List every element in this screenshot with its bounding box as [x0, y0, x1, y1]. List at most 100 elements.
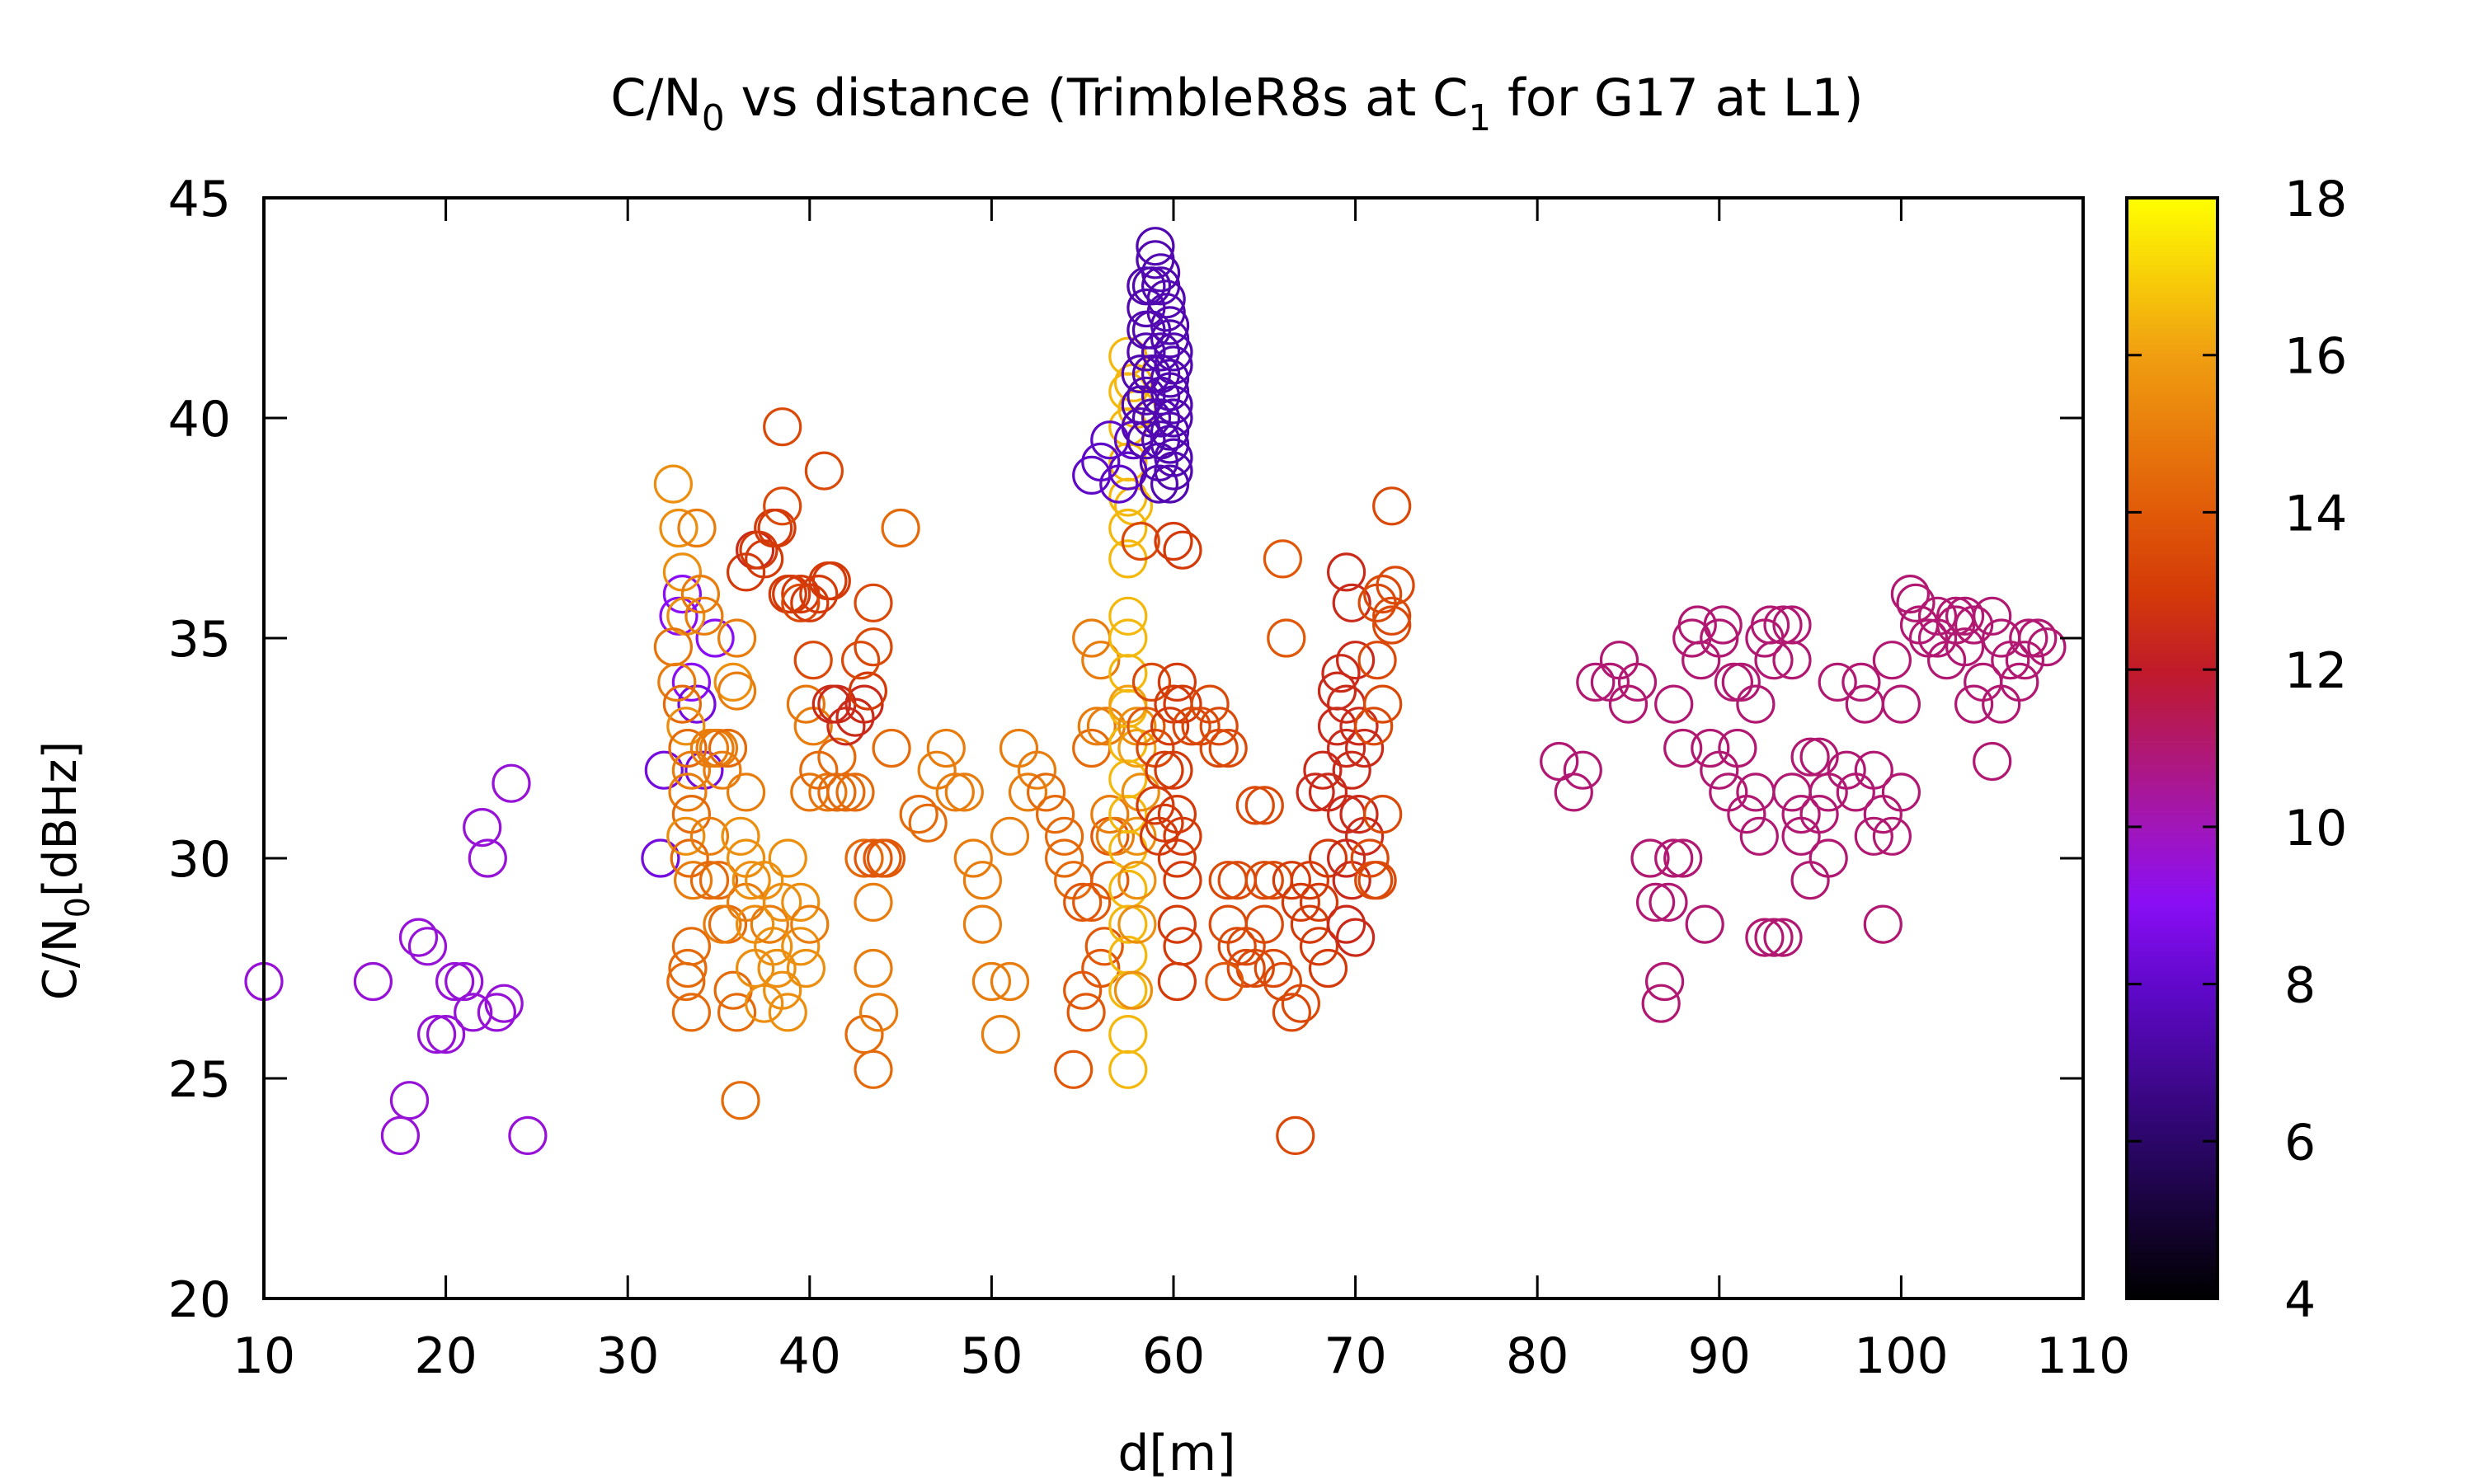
data-point: [416, 1014, 457, 1054]
data-point: [1163, 530, 1202, 570]
data-point: [673, 861, 713, 900]
data-point: [1357, 861, 1397, 900]
data-point: [1363, 574, 1403, 614]
data-point: [1654, 838, 1694, 878]
data-point: [872, 728, 911, 768]
data-point: [1954, 684, 1994, 724]
data-point: [1973, 596, 2012, 636]
data-point: [1253, 948, 1293, 989]
data-point: [854, 948, 893, 989]
data-point: [1208, 904, 1248, 944]
data-point: [1691, 728, 1730, 768]
data-point: [1872, 641, 1912, 680]
data-point: [1608, 684, 1649, 724]
data-point: [1117, 861, 1157, 900]
data-point: [1141, 332, 1181, 372]
data-point: [717, 618, 757, 658]
x-tick-label: 30: [596, 1327, 659, 1385]
data-point: [1281, 984, 1321, 1023]
data-point: [1308, 838, 1348, 878]
data-point: [793, 641, 833, 680]
data-point: [1721, 662, 1761, 702]
data-point: [1141, 253, 1181, 293]
data-point: [666, 816, 706, 856]
data-point: [398, 918, 439, 957]
data-point: [1344, 816, 1385, 856]
data-point: [1163, 927, 1202, 966]
data-point: [1630, 838, 1670, 878]
data-point: [1163, 816, 1202, 856]
data-point: [1357, 641, 1397, 680]
x-tick-label: 100: [1854, 1327, 1949, 1385]
data-point: [1126, 376, 1166, 416]
data-point: [653, 464, 694, 504]
data-point: [1126, 310, 1166, 350]
data-point: [1954, 605, 1994, 645]
data-point: [854, 583, 893, 622]
y-tick-label: 40: [168, 391, 231, 448]
data-point: [881, 508, 920, 548]
data-point: [835, 773, 875, 812]
data-point: [768, 993, 807, 1032]
data-point: [689, 816, 730, 856]
data-point: [1845, 684, 1884, 724]
data-point: [1136, 227, 1175, 266]
data-point: [1126, 332, 1166, 372]
data-point: [1199, 707, 1239, 746]
data-point: [1863, 794, 1903, 834]
data-point: [1739, 816, 1779, 856]
data-point: [1235, 786, 1275, 825]
data-point: [953, 838, 993, 878]
x-tick-label: 10: [233, 1327, 295, 1385]
data-point: [854, 1050, 893, 1089]
data-point: [1272, 993, 1312, 1032]
data-point: [680, 574, 721, 614]
data-point: [659, 596, 698, 636]
data-point: [1077, 707, 1117, 746]
data-point: [668, 773, 708, 812]
data-point: [817, 737, 857, 777]
data-point: [2000, 662, 2039, 702]
data-point: [1308, 948, 1348, 989]
data-point: [1126, 266, 1166, 306]
data-point: [1663, 728, 1703, 768]
data-point: [981, 1014, 1021, 1054]
data-point: [735, 530, 775, 570]
data-point: [1799, 794, 1839, 834]
data-point: [484, 984, 524, 1023]
data-point: [717, 671, 757, 711]
data-point: [1145, 750, 1184, 790]
data-point: [1141, 420, 1181, 460]
data-point: [926, 728, 966, 768]
data-point: [1854, 816, 1893, 856]
data-point: [1745, 918, 1785, 957]
data-point: [854, 882, 893, 923]
data-point: [1654, 684, 1694, 724]
data-point: [1081, 948, 1121, 989]
data-point: [1641, 984, 1681, 1023]
data-point: [721, 1081, 760, 1120]
data-point: [717, 993, 757, 1032]
data-point: [1321, 654, 1361, 693]
colorbar-tick-label: 4: [2284, 1271, 2316, 1329]
data-point: [1644, 961, 1685, 1002]
data-point: [1881, 684, 1921, 724]
data-point: [1335, 641, 1376, 680]
data-point: [1244, 861, 1284, 900]
data-point: [1339, 794, 1379, 834]
data-point: [670, 838, 709, 878]
data-point: [1727, 794, 1766, 834]
data-point: [1072, 618, 1112, 658]
data-point: [1576, 662, 1616, 702]
data-point: [1090, 794, 1130, 834]
data-point: [1117, 904, 1157, 944]
data-point: [1827, 750, 1866, 790]
data-point: [1139, 442, 1179, 482]
data-point: [1700, 618, 1739, 658]
x-tick-label: 40: [778, 1327, 841, 1385]
data-point: [1790, 861, 1830, 900]
data-point: [1363, 684, 1403, 724]
data-point: [754, 927, 793, 966]
data-point: [1700, 750, 1739, 790]
data-point: [1205, 961, 1244, 1002]
